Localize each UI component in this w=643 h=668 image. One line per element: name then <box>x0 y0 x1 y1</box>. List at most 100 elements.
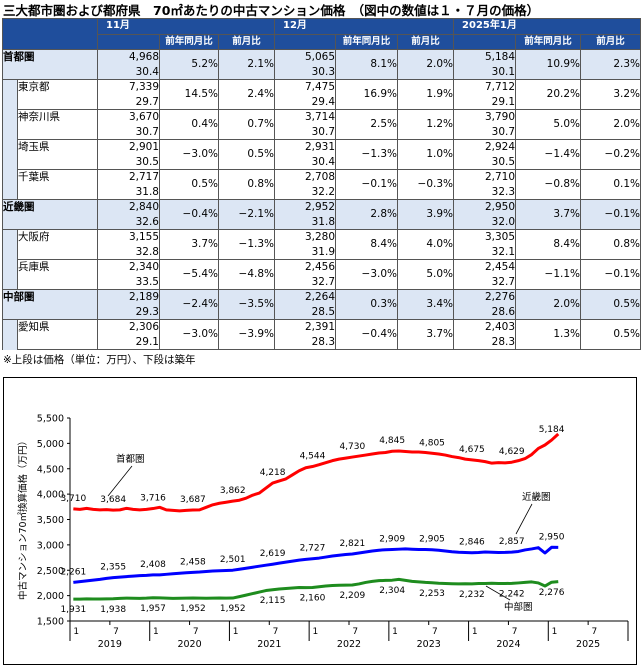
y-axis-label: 中古マンション70㎡換算価格（万円） <box>17 436 29 600</box>
price-header-1 <box>274 33 337 50</box>
age-cell: 30.7 <box>274 124 337 140</box>
yoy-cell: 8.4% <box>335 229 399 260</box>
age-cell: 30.4 <box>274 154 337 170</box>
mom-cell: 0.7% <box>217 109 276 140</box>
x-year-label: 2023 <box>417 639 441 650</box>
x-month-label: 7 <box>113 627 119 637</box>
age-cell: 29.1 <box>453 94 517 110</box>
age-cell: 29.7 <box>97 94 160 110</box>
y-tick-label: 3,500 <box>37 515 64 526</box>
price-cell: 2,456 <box>274 259 337 275</box>
data-label: 2,905 <box>419 535 445 545</box>
data-label: 4,845 <box>379 436 405 446</box>
price-cell: 2,901 <box>97 139 160 155</box>
data-label: 4,675 <box>459 445 485 455</box>
price-cell: 2,264 <box>274 289 337 305</box>
price-cell: 5,184 <box>453 49 517 65</box>
price-cell: 3,305 <box>453 229 517 245</box>
yoy-cell: 0.3% <box>335 289 399 320</box>
series-line-1 <box>73 545 559 584</box>
data-label: 2,355 <box>100 563 126 573</box>
period-header-0: 11月 <box>96 18 276 35</box>
price-cell: 2,717 <box>97 169 160 185</box>
series-line-2 <box>73 577 559 601</box>
region-name-spacer <box>2 304 98 320</box>
mom-cell: 3.9% <box>397 199 455 230</box>
table-row: 30.5 30.4 30.5 <box>3 154 641 170</box>
x-month-label: 1 <box>233 627 239 637</box>
region-name-spacer <box>2 214 98 230</box>
mom-cell: −0.1% <box>580 199 642 230</box>
yoy-cell: −1.1% <box>515 259 582 290</box>
pref-name: 千葉県 <box>17 169 98 200</box>
mom-cell: −4.8% <box>217 259 276 290</box>
table-row: 東京都 7,339 14.5% 2.4% 7,475 16.9% 1.9% 7,712 20.2… <box>2 79 642 110</box>
data-label: 2,276 <box>539 588 565 598</box>
data-label: 2,242 <box>499 589 525 599</box>
data-label: 2,846 <box>459 538 485 548</box>
age-cell: 30.4 <box>97 64 160 80</box>
data-label: 1,952 <box>180 604 206 614</box>
x-year-label: 2020 <box>177 639 201 650</box>
table-row: 29.3 28.5 28.6 <box>2 304 641 320</box>
y-tick-label: 2,500 <box>37 566 64 577</box>
y-tick-label: 5,500 <box>37 414 64 425</box>
yoy-cell: 3.7% <box>515 199 582 230</box>
x-month-label: 7 <box>591 627 597 637</box>
mom-cell: −1.3% <box>217 229 276 260</box>
mom-cell: 1.0% <box>397 139 455 170</box>
price-cell: 3,714 <box>274 109 337 125</box>
price-cell: 7,339 <box>97 79 160 95</box>
header-corner <box>2 18 98 50</box>
price-cell: 2,924 <box>453 139 517 155</box>
yoy-cell: 1.3% <box>515 319 582 350</box>
data-label: 4,805 <box>419 438 445 448</box>
x-month-label: 1 <box>73 627 79 637</box>
mom-cell: −3.5% <box>217 289 276 320</box>
price-cell: 3,280 <box>274 229 337 245</box>
yoy-cell: −0.4% <box>335 319 399 350</box>
x-month-label: 1 <box>312 627 318 637</box>
table-row: 大阪府 3,155 3.7% −1.3% 3,280 8.4% 4.0% 3,305 8.4% 0… <box>2 229 642 260</box>
data-label: 2,408 <box>140 560 166 570</box>
yoy-cell: 8.1% <box>335 49 399 80</box>
age-cell: 28.3 <box>453 334 517 350</box>
data-label: 1,931 <box>60 605 86 615</box>
age-cell: 31.8 <box>274 214 337 230</box>
mom-cell: 5.0% <box>397 259 455 290</box>
price-header-2 <box>453 33 517 50</box>
x-month-label: 7 <box>432 627 438 637</box>
yoy-cell: 10.9% <box>515 49 582 80</box>
table-row: 近畿圏 2,840 −0.4% −2.1% 2,952 2.8% 3.9% 2,950 3.7%… <box>2 199 642 230</box>
yoy-cell: −3.0% <box>159 319 219 350</box>
x-year-label: 2019 <box>98 639 122 650</box>
mom-cell: 2.4% <box>217 79 276 110</box>
y-tick-label: 2,000 <box>37 591 64 602</box>
mom-cell: 2.0% <box>397 49 455 80</box>
table-row: 愛知県 2,306 −3.0% −3.9% 2,391 −0.4% 3.7% 2,403 1.3… <box>2 319 642 350</box>
yoy-cell: −1.4% <box>515 139 582 170</box>
age-cell: 32.3 <box>453 184 517 200</box>
age-cell: 29.3 <box>97 304 160 320</box>
age-cell: 29.4 <box>274 94 337 110</box>
price-table: 11月 12月 2025年1月 前年同月比 前月比 前年同月比 前月比 前年同月比 前月比 首都圏… <box>2 18 642 350</box>
data-label: 2,261 <box>60 567 86 577</box>
price-cell: 2,931 <box>274 139 337 155</box>
yoy-cell: −0.8% <box>515 169 582 200</box>
data-label: 2,619 <box>260 549 286 559</box>
data-label: 2,160 <box>300 594 326 604</box>
table-row: 埼玉県 2,901 −3.0% 0.5% 2,931 −1.3% 1.0% 2,924 −1.4… <box>2 139 642 170</box>
price-cell: 2,391 <box>274 319 337 335</box>
x-month-label: 7 <box>512 627 518 637</box>
data-label: 2,304 <box>379 586 405 596</box>
yoy-cell: 2.8% <box>335 199 399 230</box>
table-row: 31.8 32.2 32.3 <box>3 184 641 200</box>
price-cell: 2,950 <box>453 199 517 215</box>
price-cell: 2,952 <box>274 199 337 215</box>
legend-leader-2 <box>485 585 511 601</box>
yoy-cell: −0.1% <box>335 169 399 200</box>
yoy-cell: 0.5% <box>159 169 219 200</box>
age-cell: 30.1 <box>453 64 517 80</box>
mom-cell: 1.2% <box>397 109 455 140</box>
indent-cell <box>2 259 18 290</box>
